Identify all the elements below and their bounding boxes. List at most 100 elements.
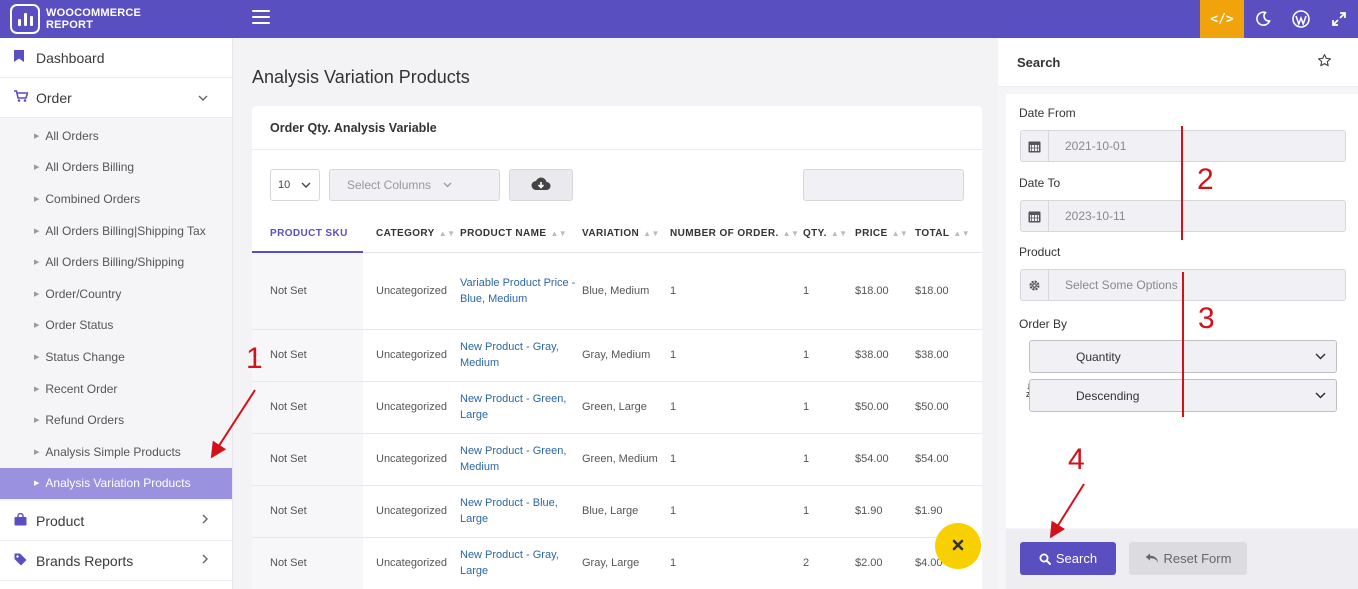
date-to-input[interactable]: 2023-10-11 [1020,200,1346,232]
select-columns-button[interactable]: Select Columns [329,169,500,201]
cell-qty: 1 [803,433,855,486]
chevron-down-icon [198,92,208,104]
cell-product-name[interactable]: Variable Product Price - Blue, Medium [460,252,582,330]
cell-price: $38.00 [855,329,915,382]
chevron-down-icon [1315,351,1326,363]
cell-number-of-order: 1 [670,252,803,330]
cell-sku: Not Set [252,433,363,486]
chevron-right-icon [202,514,208,527]
chart-bars-icon [10,4,40,34]
sidebar-item-product[interactable]: Product [0,501,232,542]
brand-logo[interactable]: WOOCOMMERCE REPORT [10,2,141,36]
undo-icon [1145,553,1159,564]
cell-total: $18.00 [915,252,982,330]
sort-icon: ▲▼ [953,229,971,239]
sidebar-subitem-order-country[interactable]: ▶ Order/Country [34,286,122,301]
sidebar-subitem-status-change[interactable]: ▶ Status Change [34,349,125,364]
sort-icon: ▲▼ [438,229,456,239]
order-by-select[interactable]: Quantity [1029,340,1337,373]
sort-icon: ▲▼ [643,229,660,239]
cell-variation: Gray, Large [582,537,670,589]
shopping-bag-icon [14,512,36,529]
annotation-number-4: 4 [1068,443,1085,476]
order-direction-select[interactable]: Descending [1029,379,1337,412]
column-header-price[interactable]: PRICE ▲▼ [855,216,915,253]
cell-total: $50.00 [915,381,982,434]
page-length-select[interactable]: 10 [270,169,320,201]
table-row: Not Set Uncategorized New Product - Gree… [252,433,982,486]
search-button[interactable]: Search [1020,542,1116,575]
caret-right-icon: ▶ [34,353,40,361]
product-multiselect[interactable]: Select Some Options [1020,269,1346,301]
column-header-sku[interactable]: PRODUCT SKU [252,216,363,253]
brand-line-2: REPORT [46,19,94,31]
column-header-qty[interactable]: QTY. ▲▼ [803,216,855,253]
sidebar-item-label: Product [36,512,85,529]
cell-sku: Not Set [252,252,363,330]
column-header-number-of-order[interactable]: NUMBER OF ORDER. ▲▼ [670,216,803,253]
cell-product-name[interactable]: New Product - Gray, Medium [460,329,582,382]
report-card: Order Qty. Analysis Variable 10 Select C… [252,106,982,589]
sidebar-item-order[interactable]: Order [0,78,232,118]
column-header-total[interactable]: TOTAL ▲▼ [915,216,982,253]
search-icon [1039,553,1051,565]
top-bar: WOOCOMMERCE REPORT </> [0,0,1358,38]
cell-product-name[interactable]: New Product - Gray, Large [460,537,582,589]
cell-variation: Gray, Medium [582,329,670,382]
cell-total: $54.00 [915,433,982,486]
table-toolbar: 10 Select Columns [252,150,982,216]
date-to-label: Date To [1019,176,1061,190]
close-fab-button[interactable] [935,523,981,569]
chevron-down-icon [443,180,452,190]
cell-category: Uncategorized [363,381,460,434]
order-by-label: Order By [1019,317,1068,331]
cell-product-name[interactable]: New Product - Green, Medium [460,433,582,486]
table-row: Not Set Uncategorized New Product - Gray… [252,537,982,589]
cell-sku: Not Set [252,381,363,434]
cell-number-of-order: 1 [670,381,803,434]
sort-icon: ▲▼ [550,229,568,239]
cell-product-name[interactable]: New Product - Blue, Large [460,485,582,538]
caret-right-icon: ▶ [34,480,40,488]
cloud-download-icon [531,176,551,195]
wordpress-icon[interactable] [1282,0,1320,38]
cell-qty: 1 [803,329,855,382]
caret-right-icon: ▶ [34,322,40,330]
sidebar-subitem-combined-orders[interactable]: ▶ Combined Orders [34,191,141,206]
download-button[interactable] [509,169,573,201]
chevron-down-icon [301,180,311,191]
reset-form-button[interactable]: Reset Form [1129,542,1247,575]
cell-product-name[interactable]: New Product - Green, Large [460,381,582,434]
sidebar-subitem-all-orders[interactable]: ▶ All Orders [34,128,99,143]
column-header-category[interactable]: CATEGORY ▲▼ [363,216,460,253]
sidebar-item-label: Order [36,89,72,106]
column-header-variation[interactable]: VARIATION ▲▼ [582,216,670,253]
date-from-input[interactable]: 2021-10-01 [1020,130,1346,162]
sidebar-subitem-refund-orders[interactable]: ▶ Refund Orders [34,413,125,428]
sidebar-subitem-order-status[interactable]: ▶ Order Status [34,318,114,333]
sidebar-subitem-recent-order[interactable]: ▶ Recent Order [34,381,118,396]
expand-icon[interactable] [1320,0,1358,38]
code-icon[interactable]: </> [1200,0,1244,38]
cell-sku: Not Set [252,329,363,382]
sort-icon: ▲▼ [782,229,800,239]
sidebar-subitem-all-orders-billing[interactable]: ▶ All Orders Billing [34,160,135,175]
sidebar-item-brands[interactable]: Brands Reports [0,541,232,582]
table-row: Not Set Uncategorized New Product - Gree… [252,381,982,434]
sort-icon: ▲▼ [830,229,848,239]
table-header-row: PRODUCT SKU CATEGORY ▲▼ PRODUCT NAME ▲▼ VA… [252,216,982,253]
sidebar-subitem-analysis-simple[interactable]: ▶ Analysis Simple Products [34,444,181,459]
table-search-input[interactable] [803,169,964,201]
cell-total: $38.00 [915,329,982,382]
star-icon[interactable] [1317,53,1332,72]
column-header-product-name[interactable]: PRODUCT NAME ▲▼ [460,216,582,253]
sidebar-item-label: Dashboard [36,49,105,66]
caret-right-icon: ▶ [34,164,40,172]
moon-icon[interactable] [1244,0,1282,38]
hamburger-menu-icon[interactable] [252,10,270,24]
search-panel: Search Date From 2021-10-01 Date To 2023… [998,38,1358,589]
sidebar-subitem-billing-shipping[interactable]: ▶ All Orders Billing/Shipping [34,255,185,270]
sidebar-subitem-billing-shipping-tax[interactable]: ▶ All Orders Billing|Shipping Tax [34,223,206,238]
sidebar-subitem-analysis-variation[interactable]: ▶ Analysis Variation Products [0,467,232,500]
sidebar-item-dashboard[interactable]: Dashboard [0,38,232,78]
